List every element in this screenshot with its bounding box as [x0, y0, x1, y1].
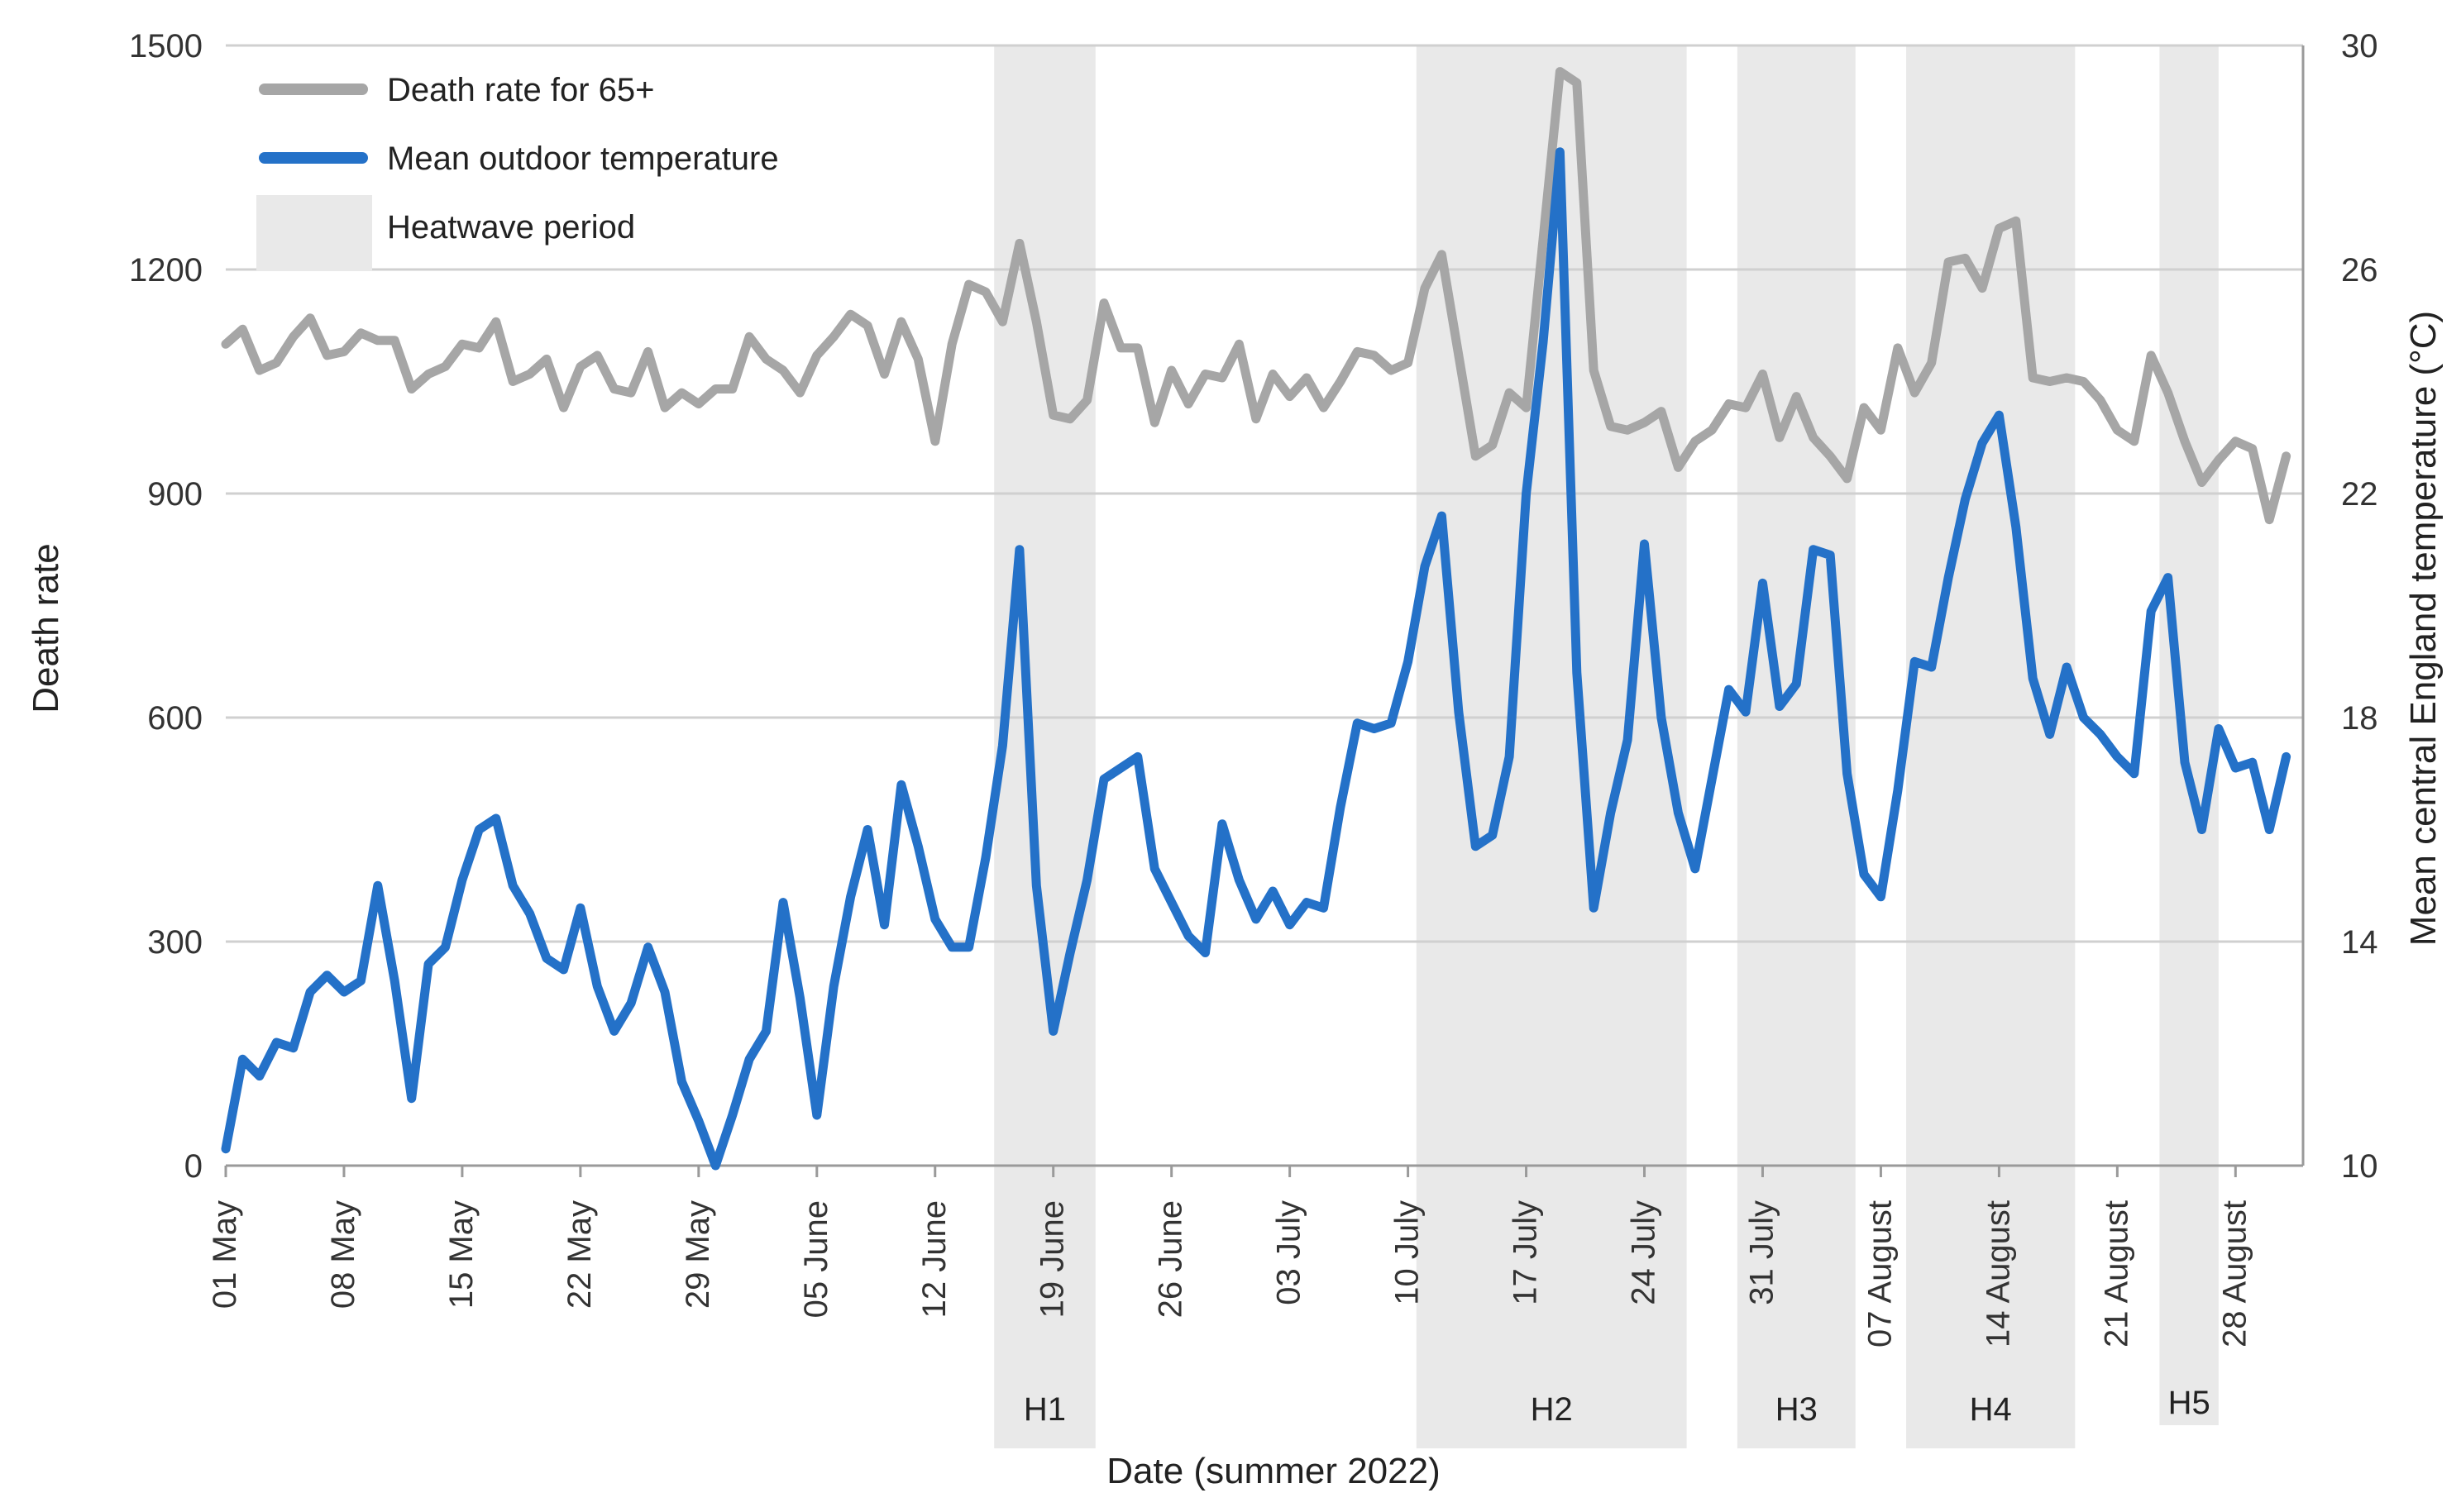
heatwave-band-h3 [1737, 45, 1856, 1448]
x-tick-label: 31 July [1743, 1200, 1780, 1305]
legend-label-death: Death rate for 65+ [387, 72, 655, 108]
y-right-tick-label: 22 [2341, 476, 2378, 513]
heatwave-label-h3: H3 [1775, 1391, 1818, 1428]
x-tick-label: 26 June [1153, 1200, 1189, 1318]
y-left-tick-label: 0 [184, 1148, 203, 1185]
legend: Death rate for 65+ Mean outdoor temperat… [256, 72, 779, 271]
x-tick-label: 28 August [2216, 1200, 2253, 1347]
x-tick-label: 12 June [916, 1200, 953, 1318]
y-right-tick-label: 10 [2341, 1148, 2378, 1185]
x-tick-label: 29 May [680, 1200, 716, 1309]
y-right-tick-label: 26 [2341, 252, 2378, 289]
heatwave-label-h1: H1 [1024, 1391, 1066, 1428]
y-right-tick-label: 30 [2341, 28, 2378, 64]
gridlines [226, 44, 2303, 1167]
x-axis-title: Date (summer 2022) [1106, 1451, 1440, 1491]
axes: 0 10 300 14 600 18 900 22 1200 26 1500 30 01 May 08 M… [129, 28, 2377, 1347]
x-tick-label: 08 May [325, 1200, 361, 1309]
y-left-tick-label: 1500 [129, 28, 203, 64]
x-tick-label: 21 August [2098, 1200, 2134, 1347]
x-tick-label: 01 May [207, 1200, 243, 1309]
heatwave-label-h2: H2 [1531, 1391, 1573, 1428]
y-right-tick-label: 14 [2341, 924, 2378, 961]
x-tick-label: 03 July [1271, 1200, 1307, 1305]
x-tick-label: 22 May [561, 1200, 598, 1309]
legend-label-temp: Mean outdoor temperature [387, 141, 779, 177]
y-right-tick-label: 18 [2341, 700, 2378, 737]
x-tick-label: 10 July [1389, 1200, 1426, 1305]
heatwave-label-h5: H5 [2168, 1385, 2210, 1421]
y-left-tick-label: 300 [147, 924, 203, 961]
y-axis-right-title: Mean central England temperature (°C) [2403, 311, 2444, 946]
x-tick-label: 19 June [1035, 1200, 1071, 1318]
heatwave-band-h4 [1906, 45, 2076, 1448]
x-tick-label: 07 August [1861, 1200, 1898, 1347]
y-axis-left-title: Death rate [26, 543, 66, 713]
x-tick-label: 17 July [1508, 1200, 1544, 1305]
temperature-line [221, 147, 2291, 1171]
y-left-tick-label: 900 [147, 476, 203, 513]
y-left-tick-label: 1200 [129, 252, 203, 289]
heatwave-label-h4: H4 [1970, 1391, 2012, 1428]
x-tick-label: 15 May [443, 1200, 480, 1309]
data-series [221, 67, 2291, 1171]
x-tick-label: 05 June [798, 1200, 834, 1318]
legend-label-heatwave: Heatwave period [387, 209, 635, 246]
legend-swatch-heatwave [256, 195, 372, 271]
x-tick-label: 14 August [1980, 1200, 2016, 1347]
y-left-tick-label: 600 [147, 700, 203, 737]
heatwave-band-h5 [2159, 45, 2219, 1425]
x-tick-label: 24 July [1626, 1200, 1662, 1305]
death-rate-line [221, 67, 2291, 525]
